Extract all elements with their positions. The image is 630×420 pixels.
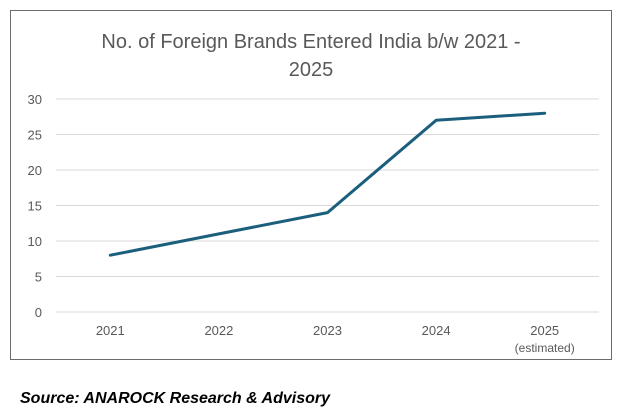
y-tick-label: 30 bbox=[28, 92, 42, 107]
x-tick-label: 2025 bbox=[530, 323, 559, 338]
x-tick-label: 2023 bbox=[313, 323, 342, 338]
x-tick-label: 2022 bbox=[204, 323, 233, 338]
x-tick-label: 2024 bbox=[422, 323, 451, 338]
source-note: Source: ANAROCK Research & Advisory bbox=[20, 390, 331, 407]
chart-title: No. of Foreign Brands Entered India b/w … bbox=[10, 28, 612, 84]
chart-frame bbox=[10, 10, 612, 360]
x-tick-sublabel: (estimated) bbox=[515, 341, 575, 355]
y-tick-label: 20 bbox=[28, 163, 42, 178]
chart-title-text: No. of Foreign Brands Entered India b/w … bbox=[101, 31, 521, 81]
y-tick-label: 25 bbox=[28, 128, 42, 143]
y-tick-label: 0 bbox=[35, 305, 42, 320]
y-tick-label: 5 bbox=[35, 270, 42, 285]
y-tick-label: 10 bbox=[28, 234, 42, 249]
y-tick-label: 15 bbox=[28, 199, 42, 214]
x-tick-label: 2021 bbox=[96, 323, 125, 338]
